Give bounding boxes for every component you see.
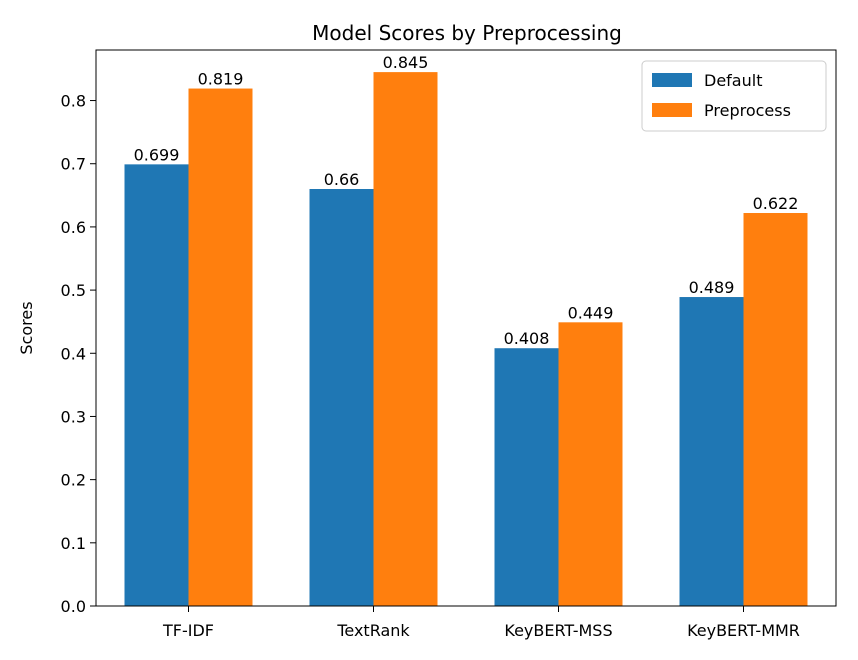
y-tick-label: 0.5 <box>61 281 86 300</box>
legend-label-preprocess: Preprocess <box>704 101 791 120</box>
legend-swatch-default <box>652 73 692 87</box>
data-label: 0.819 <box>198 70 244 89</box>
y-tick-label: 0.6 <box>61 218 86 237</box>
legend-label-default: Default <box>704 71 762 90</box>
data-label: 0.66 <box>324 170 360 189</box>
bar-preprocess-tf-idf <box>188 88 253 607</box>
chart-title: Model Scores by Preprocessing <box>312 21 622 45</box>
bar-default-keybert-mss <box>494 348 559 606</box>
data-label: 0.699 <box>134 145 180 164</box>
y-tick-label: 0.4 <box>61 344 86 363</box>
data-label: 0.408 <box>504 329 550 348</box>
data-label: 0.845 <box>383 53 429 72</box>
y-tick-label: 0.8 <box>61 92 86 111</box>
bar-default-tf-idf <box>124 164 189 607</box>
bar-preprocess-keybert-mmr <box>743 213 808 606</box>
data-label: 0.622 <box>753 194 799 213</box>
axes-frame <box>95 49 837 607</box>
data-label: 0.449 <box>568 303 614 322</box>
bar-default-textrank <box>309 189 374 606</box>
legend: Default Preprocess <box>641 60 827 132</box>
bar-preprocess-textrank <box>373 72 438 606</box>
data-label: 0.489 <box>689 278 735 297</box>
bar-default-keybert-mmr <box>679 297 744 606</box>
y-tick-label: 0.2 <box>61 471 86 490</box>
y-tick-label: 0.7 <box>61 155 86 174</box>
x-tick-label: TextRank <box>336 621 410 640</box>
y-axis-label: Scores <box>17 301 36 354</box>
x-tick-label: KeyBERT-MSS <box>504 621 612 640</box>
y-tick-label: 0.0 <box>61 597 86 616</box>
legend-swatch-preprocess <box>652 103 692 117</box>
bar-preprocess-keybert-mss <box>558 322 623 606</box>
x-tick-label: TF-IDF <box>162 621 214 640</box>
y-tick-label: 0.1 <box>61 534 86 553</box>
plot-area: 0.699 0.66 0.408 0.489 0.819 0.845 0.449 0.622 0… <box>61 49 837 640</box>
y-tick-label: 0.3 <box>61 407 86 426</box>
x-tick-label: KeyBERT-MMR <box>687 621 800 640</box>
